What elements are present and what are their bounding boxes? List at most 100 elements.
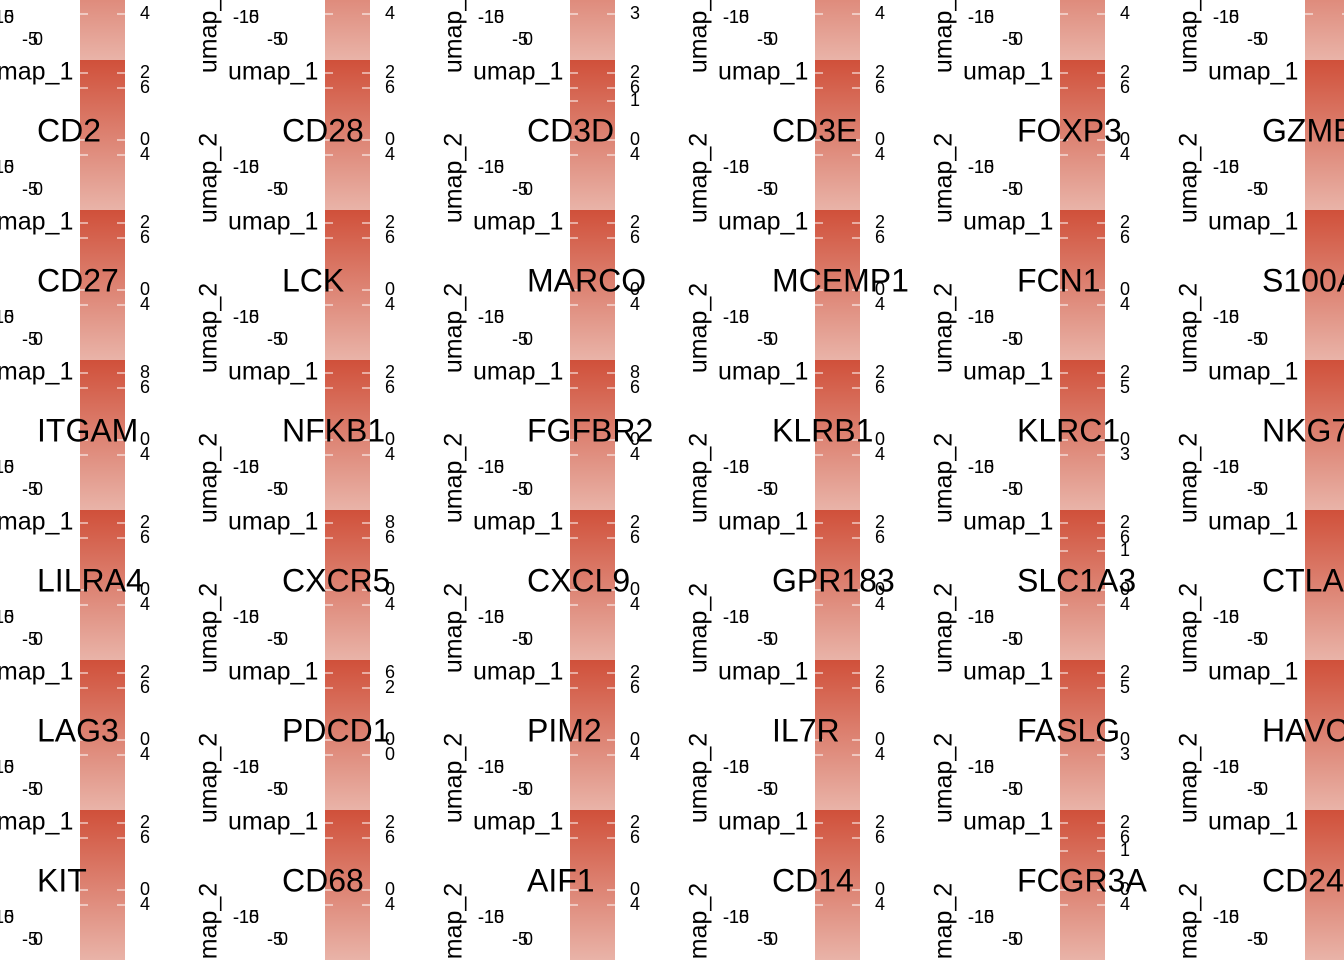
colorbar-label: 0 — [875, 579, 885, 599]
panel-title: KLRC1 — [1017, 412, 1120, 448]
colorbar-label: 0 — [875, 279, 885, 299]
x-tick-label: -10 — [478, 757, 504, 777]
colorbar — [815, 660, 860, 810]
colorbar-label: 6 — [140, 827, 150, 847]
colorbar-label: 6 — [1120, 827, 1130, 847]
panel-title: AIF1 — [527, 862, 595, 898]
y-axis-label: umap_2 — [1175, 133, 1203, 223]
colorbar-label: 4 — [385, 894, 395, 914]
y-axis-label: umap_2 — [440, 883, 468, 960]
panel-title: GZMB — [1262, 112, 1344, 148]
x-tick-label: -10 — [478, 607, 504, 627]
x-tick-label: 0 — [33, 329, 43, 349]
colorbar-label: 4 — [630, 144, 640, 164]
colorbar-label: 6 — [1120, 527, 1130, 547]
colorbar — [325, 360, 370, 510]
x-tick-label: 0 — [1013, 329, 1023, 349]
x-axis-label: umap_1 — [718, 508, 808, 536]
x-axis-label: umap_1 — [473, 58, 563, 86]
x-tick-label: -10 — [1213, 757, 1239, 777]
x-tick-label: -15 — [0, 307, 14, 327]
colorbar-label: 6 — [630, 677, 640, 697]
x-axis-label: umap_1 — [1208, 58, 1298, 86]
colorbar-label: 4 — [385, 444, 395, 464]
y-axis-label: umap_2 — [1175, 433, 1203, 523]
colorbar-label: 0 — [1120, 579, 1130, 599]
colorbar-label: 2 — [630, 212, 640, 232]
x-tick-label: -10 — [233, 457, 259, 477]
x-tick-label: -15 — [0, 157, 14, 177]
colorbar-label: 4 — [630, 594, 640, 614]
x-tick-label: -10 — [1213, 457, 1239, 477]
x-tick-label: -5 — [1002, 779, 1018, 799]
panel-title: KIT — [37, 862, 87, 898]
colorbar-label: 4 — [140, 3, 150, 23]
x-tick-label: -10 — [1213, 7, 1239, 27]
colorbar-label: 6 — [875, 377, 885, 397]
panel-title: LCK — [282, 262, 344, 298]
x-tick-label: 0 — [1258, 29, 1268, 49]
x-tick-label: 0 — [33, 629, 43, 649]
colorbar-label: 2 — [385, 677, 395, 697]
x-tick-label: 0 — [1258, 779, 1268, 799]
colorbar — [1305, 360, 1344, 510]
x-axis-label: umap_1 — [718, 58, 808, 86]
panel-title: KLRB1 — [772, 412, 873, 448]
x-tick-label: 0 — [33, 929, 43, 949]
x-tick-label: -5 — [757, 179, 773, 199]
x-tick-label: -15 — [478, 757, 504, 777]
panel-title: FASLG — [1017, 712, 1120, 748]
x-axis-label: umap_1 — [228, 808, 318, 836]
colorbar-label: 0 — [630, 129, 640, 149]
colorbar — [815, 210, 860, 360]
colorbar — [1060, 660, 1105, 810]
x-tick-label: -15 — [723, 757, 749, 777]
colorbar-label: 0 — [1120, 429, 1130, 449]
colorbar-label: 4 — [385, 594, 395, 614]
panel-title: CXCR5 — [282, 562, 390, 598]
x-tick-label: 0 — [278, 329, 288, 349]
panel-title: CD68 — [282, 862, 364, 898]
colorbar-label: 0 — [875, 879, 885, 899]
panel-title: NFKB1 — [282, 412, 385, 448]
x-tick-label: -5 — [267, 929, 283, 949]
x-tick-label: -5 — [1247, 179, 1263, 199]
colorbar-label: 4 — [875, 3, 885, 23]
colorbar — [80, 0, 125, 60]
y-axis-label: umap_2 — [440, 733, 468, 823]
colorbar-label: 0 — [630, 429, 640, 449]
x-tick-label: -5 — [267, 479, 283, 499]
y-axis-label: umap_2 — [1175, 883, 1203, 960]
x-tick-label: -10 — [0, 607, 14, 627]
y-axis-label: umap_2 — [195, 733, 223, 823]
colorbar-label: 0 — [875, 429, 885, 449]
panel-title: CD28 — [282, 112, 364, 148]
x-tick-label: -15 — [968, 307, 994, 327]
colorbar-label: 6 — [385, 227, 395, 247]
panel-title: FGFBR2 — [527, 412, 653, 448]
x-axis-label: umap_1 — [473, 208, 563, 236]
x-tick-label: -15 — [478, 907, 504, 927]
colorbar-label: 6 — [140, 677, 150, 697]
y-axis-label: umap_2 — [930, 883, 958, 960]
x-tick-label: -5 — [1247, 929, 1263, 949]
panel-title: CD3E — [772, 112, 857, 148]
x-tick-label: -5 — [757, 329, 773, 349]
x-tick-label: -10 — [0, 157, 14, 177]
colorbar — [1305, 0, 1344, 60]
y-axis-label: umap_2 — [195, 283, 223, 373]
x-tick-label: -10 — [968, 457, 994, 477]
colorbar-label: 4 — [385, 3, 395, 23]
x-tick-label: -5 — [22, 479, 38, 499]
panel-title: PIM2 — [527, 712, 602, 748]
x-tick-label: -15 — [478, 307, 504, 327]
colorbar — [1305, 510, 1344, 660]
y-axis-label: umap_2 — [930, 0, 958, 73]
colorbar-label: 4 — [1120, 3, 1130, 23]
x-tick-label: 0 — [768, 29, 778, 49]
panel-title: CD27 — [37, 262, 119, 298]
colorbar-label: 0 — [385, 744, 395, 764]
y-axis-label: umap_2 — [440, 133, 468, 223]
